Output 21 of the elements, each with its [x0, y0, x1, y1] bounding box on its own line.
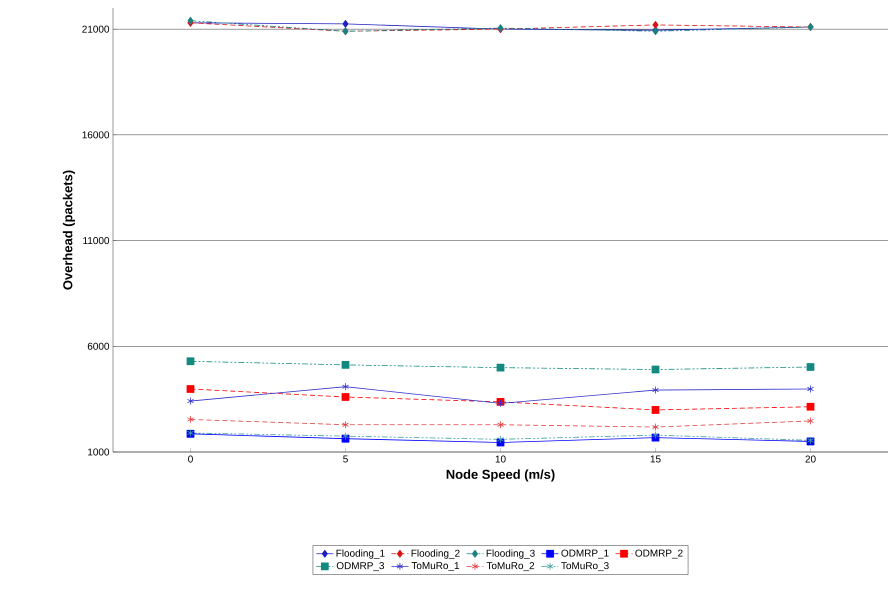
- x-tick-label: 10: [496, 456, 506, 463]
- x-tick-label: 20: [805, 456, 816, 463]
- y-tick-label: 11000: [83, 237, 110, 244]
- y-tick-label: 16000: [82, 131, 110, 138]
- x-tick-label: 15: [650, 456, 661, 462]
- legend-label: Flooding_2: [412, 549, 460, 559]
- x-tick-label: 5: [343, 456, 348, 462]
- y-axis-title: Overhead (packets): [62, 170, 75, 290]
- legend-label: Flooding_1: [336, 549, 385, 559]
- legend-label: ODMRP_3: [336, 562, 384, 572]
- x-tick-label: 0: [188, 456, 193, 463]
- legend-label: Flooding_3: [486, 549, 535, 559]
- x-axis-title: Node Speed (m/s): [446, 469, 555, 482]
- y-tick-label: 21000: [82, 26, 110, 33]
- legend-label: ToMuRo_1: [412, 562, 460, 572]
- y-tick-label: 1000: [88, 448, 110, 456]
- legend-label: ToMuRo_2: [486, 562, 534, 572]
- legend-label: ODMRP_2: [635, 550, 683, 558]
- legend-label: ToMuRo_3: [561, 562, 609, 572]
- y-tick-label: 6000: [88, 342, 110, 350]
- legend-label: ODMRP_1: [561, 550, 609, 558]
